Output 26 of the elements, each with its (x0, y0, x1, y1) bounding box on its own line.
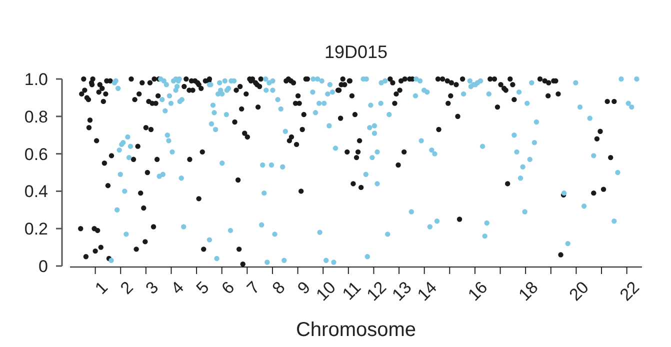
x-tick-label: 8 (268, 278, 289, 298)
y-tick-label: 0.2 (24, 220, 48, 239)
x-tick-label: 7 (243, 278, 264, 298)
x-tick-label: 22 (616, 278, 644, 305)
y-tick-label: 0.8 (24, 107, 48, 126)
x-tick-label: 11 (338, 278, 365, 304)
x-tick-label: 14 (414, 278, 441, 305)
x-axis-title: Chromosome (296, 319, 416, 341)
x-tick-label: 1 (91, 278, 112, 298)
x-tick-label: 18 (515, 278, 542, 305)
chart-title: 19D015 (324, 42, 388, 62)
x-tick-label: 2 (116, 278, 137, 298)
x-tick-label: 12 (363, 278, 390, 305)
x-tick-label: 20 (566, 278, 592, 305)
y-tick-label: 0.4 (24, 182, 48, 202)
x-tick-label: 3 (142, 278, 162, 298)
x-tick-label: 4 (167, 278, 188, 298)
x-tick-label: 5 (192, 278, 213, 298)
x-tick-label: 9 (294, 278, 314, 298)
x-tick-label: 16 (464, 278, 492, 305)
x-tick-label: 13 (388, 278, 416, 305)
y-tick-label: 1.0 (24, 70, 48, 89)
y-tick-label: 0.6 (24, 144, 48, 164)
x-tick-label: 10 (312, 278, 340, 305)
y-tick-label: 0 (38, 256, 48, 276)
x-tick-label: 6 (218, 278, 238, 298)
